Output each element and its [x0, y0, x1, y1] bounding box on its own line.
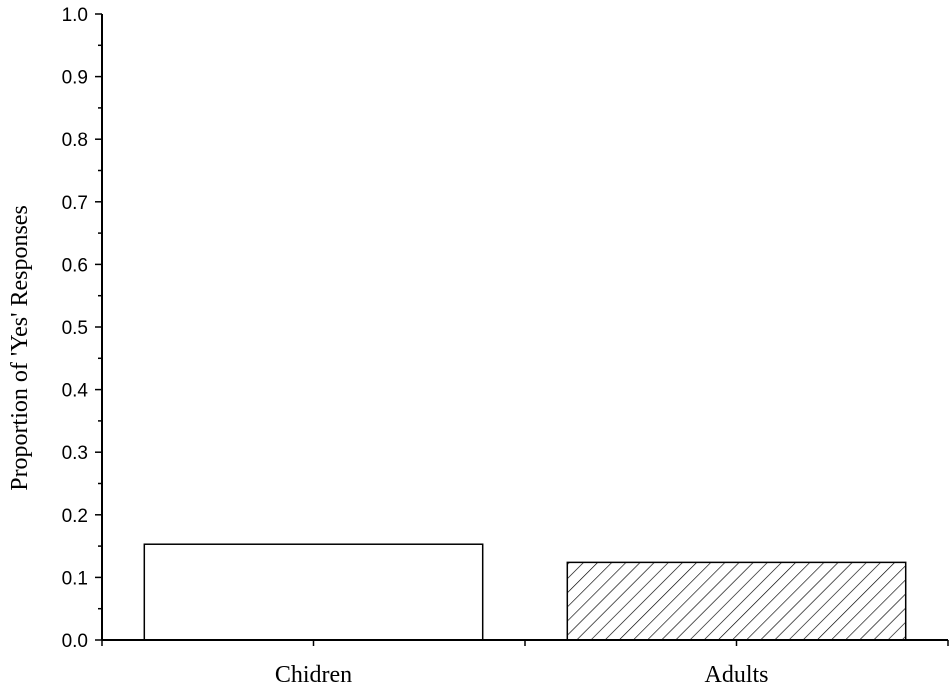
- x-tick-label: Adults: [704, 662, 768, 688]
- y-tick-label: 0.1: [62, 568, 88, 589]
- y-tick-label: 0.2: [62, 506, 88, 527]
- y-tick-label: 0.0: [62, 631, 88, 652]
- y-tick-label: 0.3: [62, 443, 88, 464]
- y-tick-labels: 0.0 0.1 0.2 0.3 0.4 0.5 0.6 0.7 0.8 0.9 1.0: [62, 5, 89, 652]
- y-tick-label: 0.6: [62, 255, 88, 276]
- y-tick-label: 0.7: [62, 193, 88, 214]
- y-axis-ticks: [95, 13, 102, 641]
- y-tick-label: 0.8: [62, 130, 88, 151]
- bar-adults: [566, 561, 907, 641]
- y-tick-label: 1.0: [62, 5, 88, 26]
- y-tick-label: 0.9: [62, 68, 88, 89]
- x-tick-label: Chidren: [275, 662, 352, 688]
- y-axis-title: Proportion of 'Yes' Responses: [7, 205, 33, 491]
- y-tick-label: 0.5: [62, 318, 88, 339]
- y-tick-label: 0.4: [62, 381, 89, 402]
- bars: [143, 543, 907, 641]
- x-tick-labels: Chidren Adults: [275, 662, 769, 688]
- bar-chidren: [143, 543, 484, 641]
